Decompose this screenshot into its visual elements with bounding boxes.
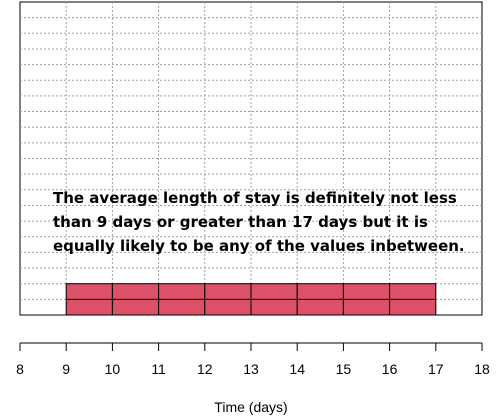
x-tick-label: 14	[289, 361, 305, 377]
chip	[389, 283, 437, 300]
x-axis: 8 9 10 11 12 13 14 15 16 17 18	[16, 342, 490, 377]
chip	[158, 298, 206, 316]
x-tick-label: 18	[474, 361, 490, 377]
annotation: The average length of stay is definitely…	[53, 189, 465, 255]
chip	[296, 283, 344, 300]
chip	[296, 298, 344, 316]
chip	[250, 298, 298, 316]
x-tick-label: 10	[105, 361, 121, 377]
x-axis-label: Time (days)	[214, 399, 287, 415]
chip	[342, 283, 391, 300]
chip	[65, 283, 113, 300]
chip	[389, 298, 437, 316]
chip	[204, 298, 252, 316]
x-tick-label: 11	[151, 361, 166, 377]
x-tick-label: 12	[197, 361, 213, 377]
x-tick-label: 13	[243, 361, 259, 377]
x-tick-label: 17	[428, 361, 444, 377]
annotation-line: equally likely to be any of the values i…	[53, 237, 465, 255]
x-tick-label: 15	[336, 361, 352, 377]
x-tick-label: 9	[62, 361, 70, 377]
chip	[158, 283, 206, 300]
annotation-line: than 9 days or greater than 17 days but …	[53, 213, 428, 231]
x-tick-label: 8	[16, 361, 24, 377]
chip	[111, 298, 160, 316]
chips-layer	[65, 283, 437, 316]
chip	[111, 283, 160, 300]
annotation-line: The average length of stay is definitely…	[53, 189, 457, 207]
x-tick-label: 16	[382, 361, 398, 377]
chip	[250, 283, 298, 300]
grid-layer	[20, 2, 482, 315]
chip	[204, 283, 252, 300]
chip	[65, 298, 113, 316]
chip	[342, 298, 391, 316]
